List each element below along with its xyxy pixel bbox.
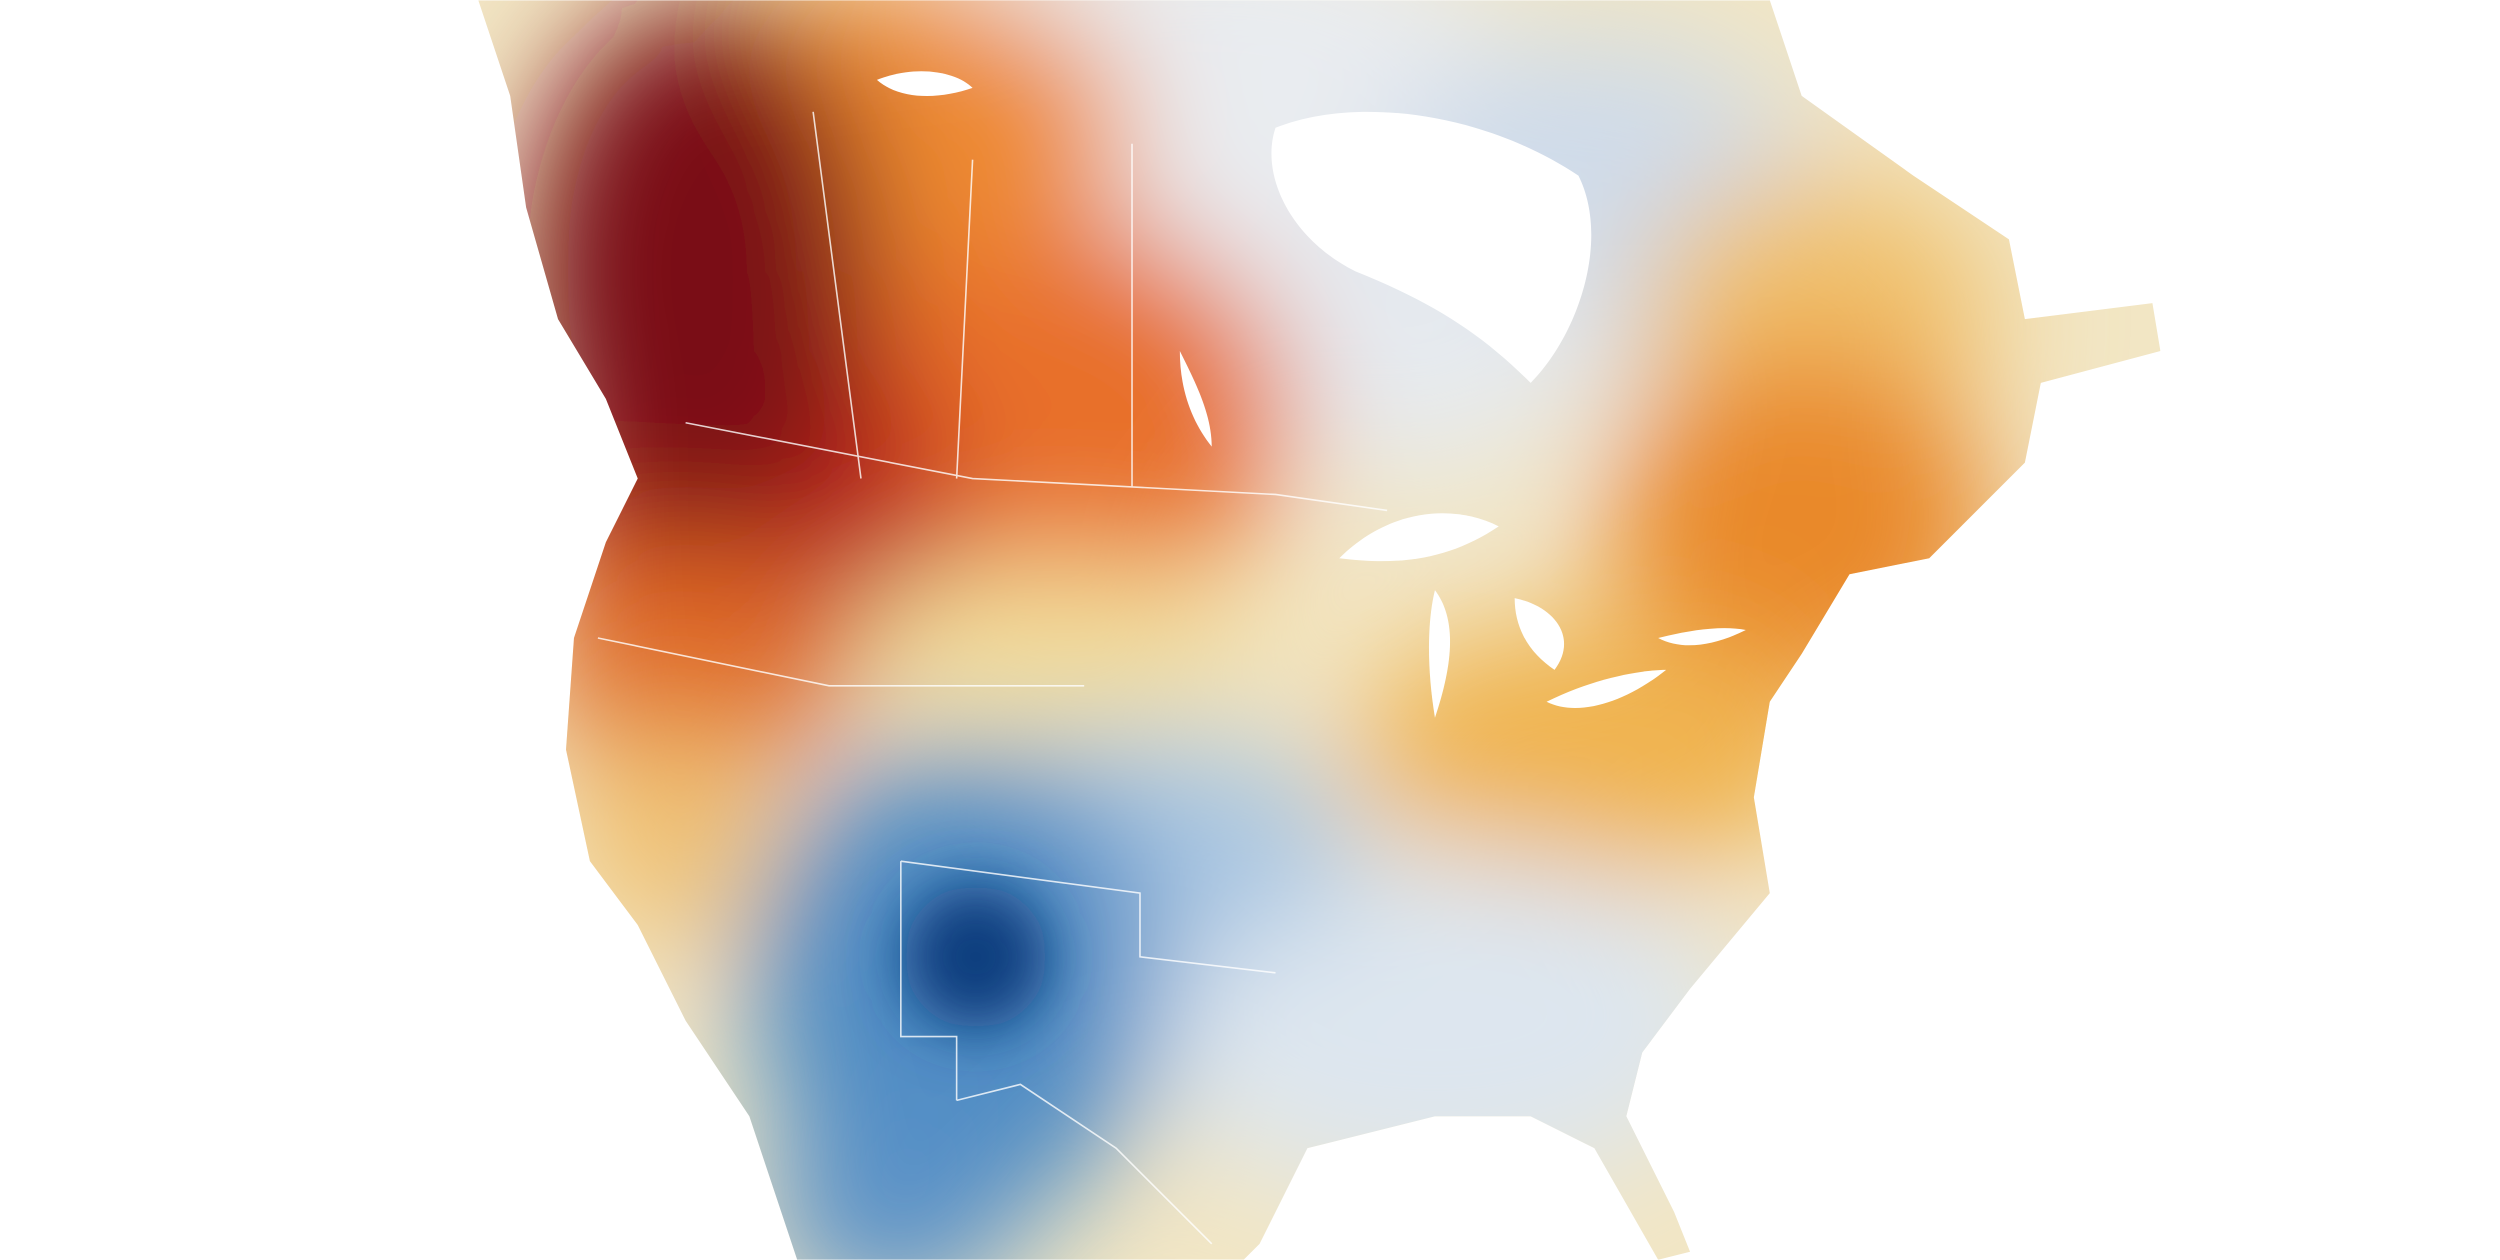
great-slave-lake (876, 71, 973, 97)
cool-southeast (1132, 845, 1738, 1197)
lake-michigan (1428, 590, 1451, 718)
warm-california (573, 717, 766, 941)
hottest-bc (526, 0, 877, 543)
lake-ontario (1658, 628, 1746, 646)
state-borders (597, 637, 1276, 1101)
borders (597, 111, 1388, 1245)
us-mexico-border (956, 1083, 1213, 1245)
hudson-bay (1271, 111, 1592, 383)
warm-great-lakes (1355, 622, 1834, 878)
cold-mexico (765, 1116, 1021, 1260)
water (876, 71, 1746, 718)
us-canada-border (685, 421, 1388, 512)
lake-erie (1546, 669, 1667, 709)
lake-superior (1339, 513, 1499, 562)
mild-plains (845, 558, 1260, 718)
lake-huron (1514, 598, 1565, 670)
warm-oregon (542, 542, 830, 798)
lake-winnipeg (1179, 350, 1212, 447)
coldest-new-mexico (904, 885, 1048, 1029)
province-borders (812, 111, 1133, 487)
